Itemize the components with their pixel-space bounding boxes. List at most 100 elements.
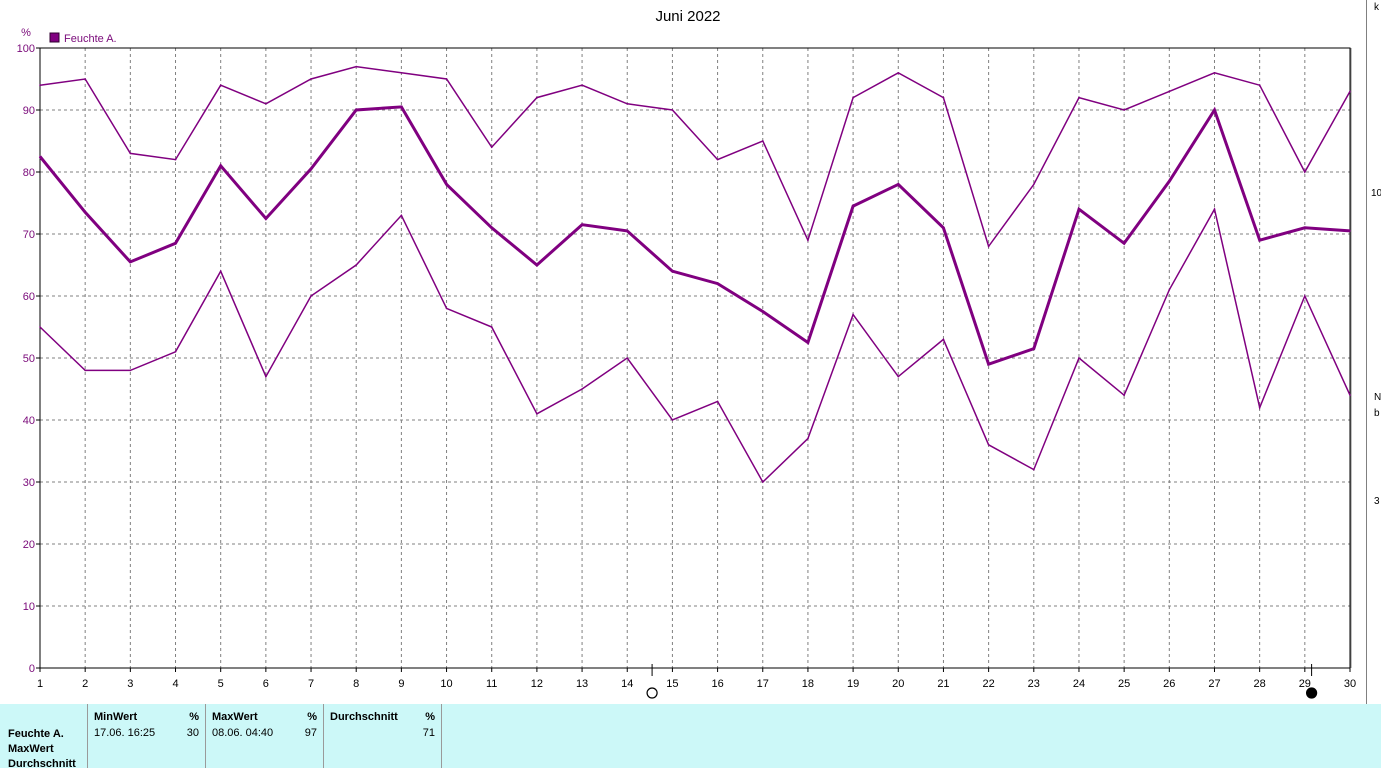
grid-lines — [40, 48, 1350, 668]
data-point-avg-15 — [671, 270, 674, 273]
x-tick-label-15: 15 — [666, 678, 678, 690]
stats-row-max: MaxWert — [8, 743, 54, 755]
data-point-max-1 — [39, 84, 41, 86]
stats-avg-unit: % — [425, 711, 435, 723]
data-point-min-22 — [987, 444, 990, 446]
edge-glyph-mid: 10 — [1371, 188, 1381, 199]
y-tick-label-40: 40 — [23, 415, 35, 427]
stats-min-timestamp: 17.06. 16:25 — [94, 727, 156, 739]
edge-glyph-top: k — [1374, 2, 1379, 13]
new-moon-icon — [646, 687, 658, 699]
data-point-max-7 — [310, 78, 312, 80]
data-point-min-7 — [310, 295, 312, 297]
data-point-min-14 — [626, 357, 629, 359]
stats-max-value: 97 — [304, 727, 317, 739]
data-point-min-21 — [942, 338, 945, 341]
data-point-max-30 — [1349, 90, 1351, 93]
data-point-avg-23 — [1032, 347, 1035, 350]
y-tick-label-90: 90 — [23, 105, 35, 117]
data-point-max-12 — [536, 96, 538, 99]
series-line-max — [39, 65, 1351, 249]
data-point-max-4 — [174, 158, 177, 161]
x-tick-label-20: 20 — [892, 678, 904, 690]
data-point-min-12 — [536, 413, 538, 415]
y-tick-label-70: 70 — [23, 229, 35, 241]
data-point-max-9 — [400, 72, 403, 74]
data-point-avg-24 — [1078, 208, 1080, 210]
data-point-min-3 — [129, 369, 132, 372]
data-point-min-1 — [39, 326, 41, 328]
x-tick-label-18: 18 — [802, 678, 814, 690]
edge-glyph-n: N — [1374, 392, 1381, 403]
data-point-max-5 — [219, 84, 222, 86]
x-tick-label-1: 1 — [37, 678, 43, 690]
stats-min-value: 30 — [186, 727, 199, 739]
y-tick-label-30: 30 — [23, 477, 35, 489]
x-tick-label-30: 30 — [1344, 678, 1356, 690]
data-point-min-11 — [490, 326, 493, 328]
x-tick-label-2: 2 — [82, 678, 88, 690]
data-point-avg-8 — [355, 109, 358, 111]
data-point-avg-14 — [626, 230, 629, 232]
data-point-min-16 — [716, 400, 719, 403]
data-point-min-6 — [265, 375, 267, 378]
data-point-min-10 — [445, 307, 448, 310]
data-point-min-27 — [1213, 208, 1216, 210]
data-point-min-23 — [1032, 468, 1035, 471]
data-point-max-24 — [1078, 96, 1080, 99]
series-line-min — [39, 207, 1351, 484]
y-tick-label-20: 20 — [23, 539, 35, 551]
x-tick-label-25: 25 — [1118, 678, 1130, 690]
data-point-min-17 — [761, 481, 764, 483]
y-axis-ticks: 0 10 20 30 40 50 60 70 80 90 100 — [17, 43, 35, 675]
stats-row-sensor: Feuchte A. — [8, 728, 64, 740]
data-point-max-22 — [987, 245, 990, 248]
stats-min-column: MinWert % 17.06. 16:25 30 — [87, 704, 206, 768]
x-tick-label-22: 22 — [982, 678, 994, 690]
data-point-avg-12 — [536, 264, 538, 266]
data-point-max-3 — [129, 152, 132, 155]
y-axis-unit-label: % — [21, 27, 31, 39]
data-point-avg-9 — [400, 106, 403, 108]
data-point-avg-30 — [1349, 230, 1351, 232]
adjacent-window-edge — [1366, 0, 1381, 768]
x-tick-label-10: 10 — [440, 678, 452, 690]
series-avg — [38, 105, 1351, 367]
data-point-avg-26 — [1168, 180, 1171, 183]
data-point-min-4 — [174, 351, 177, 353]
data-point-max-10 — [445, 78, 448, 80]
data-point-min-24 — [1078, 357, 1080, 359]
data-series — [38, 65, 1351, 484]
data-point-min-28 — [1258, 406, 1261, 409]
data-point-avg-7 — [310, 168, 312, 170]
data-point-avg-17 — [761, 310, 764, 313]
data-point-avg-27 — [1213, 109, 1216, 111]
x-tick-label-26: 26 — [1163, 678, 1175, 690]
legend-label: Feuchte A. — [64, 33, 117, 45]
data-point-min-2 — [84, 369, 86, 372]
data-point-avg-13 — [581, 223, 583, 226]
data-point-avg-16 — [716, 282, 719, 285]
data-point-max-26 — [1168, 90, 1171, 93]
legend-swatch — [49, 32, 60, 43]
data-point-max-29 — [1304, 171, 1306, 173]
data-point-min-26 — [1168, 289, 1171, 291]
x-axis-ticks: 1 2 3 4 5 6 7 8 9 10 11 12 13 14 15 16 17 18 19 20 21 22 23 24 2… — [37, 678, 1356, 690]
data-point-max-18 — [807, 239, 809, 241]
statistics-panel: Feuchte A. MaxWert Durchschnitt MinWert … — [0, 704, 1381, 770]
series-min — [39, 207, 1351, 484]
x-tick-label-3: 3 — [127, 678, 133, 690]
data-point-max-13 — [581, 84, 583, 86]
y-tick-label-0: 0 — [29, 663, 35, 675]
data-point-min-19 — [852, 313, 854, 316]
x-tick-label-4: 4 — [172, 678, 178, 690]
data-point-max-19 — [852, 96, 854, 99]
x-tick-label-12: 12 — [531, 678, 543, 690]
x-tick-label-19: 19 — [847, 678, 859, 690]
chart-title: Juni 2022 — [655, 8, 720, 25]
data-point-max-14 — [626, 103, 629, 105]
stats-avg-column: Durchschnitt % 71 — [323, 704, 442, 768]
x-tick-label-6: 6 — [263, 678, 269, 690]
data-point-avg-19 — [852, 205, 854, 207]
plot-frame — [39, 47, 1351, 669]
